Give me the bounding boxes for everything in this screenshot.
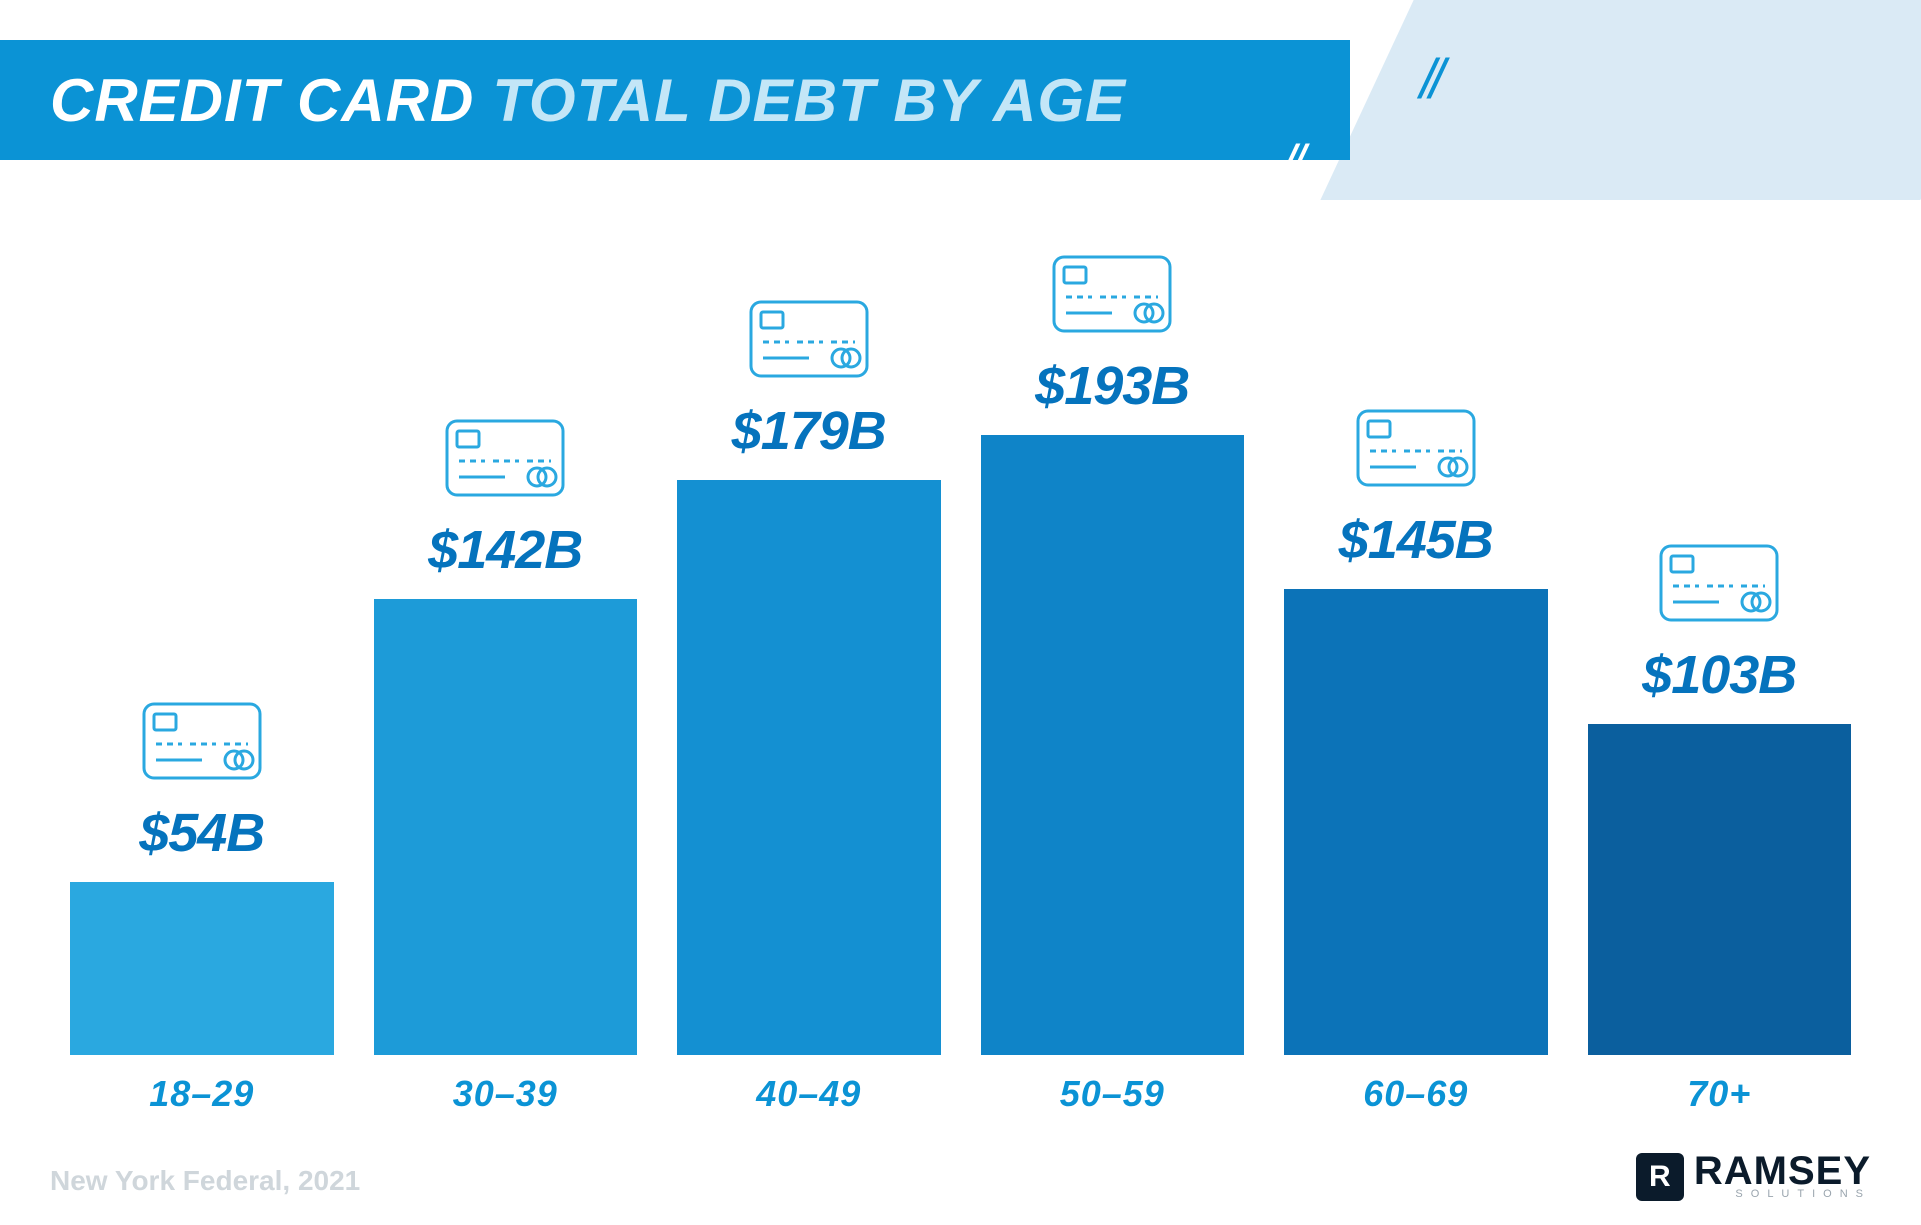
brand-logo: R RAMSEY SOLUTIONS bbox=[1636, 1153, 1871, 1201]
credit-card-icon bbox=[445, 419, 565, 497]
bar bbox=[374, 599, 638, 1055]
bar-value-label: $193B bbox=[1035, 355, 1189, 417]
brand-text: RAMSEY SOLUTIONS bbox=[1694, 1154, 1871, 1199]
bar-value-label: $54B bbox=[139, 802, 264, 864]
title-bold: CREDIT CARD bbox=[50, 66, 474, 135]
credit-card-icon bbox=[749, 300, 869, 378]
bar-value-label: $103B bbox=[1642, 644, 1796, 706]
bar-group: $103B bbox=[1588, 225, 1852, 1055]
category-label: 70+ bbox=[1588, 1073, 1852, 1115]
credit-card-icon bbox=[142, 702, 262, 780]
bar-chart: $54B $142B $179B $19 bbox=[70, 225, 1851, 1055]
corner-accent bbox=[1320, 0, 1921, 200]
source-citation: New York Federal, 2021 bbox=[50, 1165, 360, 1197]
brand-sub: SOLUTIONS bbox=[1694, 1190, 1871, 1199]
bar bbox=[70, 882, 334, 1055]
category-axis: 18–29 30–39 40–49 50–59 60–69 70+ bbox=[70, 1073, 1851, 1115]
category-label: 50–59 bbox=[981, 1073, 1245, 1115]
category-label: 60–69 bbox=[1284, 1073, 1548, 1115]
bar bbox=[1588, 724, 1852, 1055]
bar-group: $193B bbox=[981, 225, 1245, 1055]
bar bbox=[981, 435, 1245, 1055]
bar-group: $145B bbox=[1284, 225, 1548, 1055]
category-label: 18–29 bbox=[70, 1073, 334, 1115]
slash-accent-icon: // bbox=[1420, 46, 1439, 111]
title-bar: CREDIT CARD TOTAL DEBT BY AGE bbox=[0, 40, 1350, 160]
bar-group: $179B bbox=[677, 225, 941, 1055]
title-light: TOTAL DEBT BY AGE bbox=[492, 66, 1126, 135]
bar-group: $142B bbox=[374, 225, 638, 1055]
slash-accent-icon: // bbox=[1280, 132, 1299, 197]
brand-name: RAMSEY bbox=[1694, 1154, 1871, 1188]
credit-card-icon bbox=[1356, 409, 1476, 487]
bar-value-label: $142B bbox=[428, 519, 582, 581]
bar-group: $54B bbox=[70, 225, 334, 1055]
credit-card-icon bbox=[1052, 255, 1172, 333]
bar-value-label: $179B bbox=[732, 400, 886, 462]
bar bbox=[677, 480, 941, 1055]
bar bbox=[1284, 589, 1548, 1055]
bar-value-label: $145B bbox=[1339, 509, 1493, 571]
category-label: 40–49 bbox=[677, 1073, 941, 1115]
category-label: 30–39 bbox=[374, 1073, 638, 1115]
brand-badge-icon: R bbox=[1636, 1153, 1684, 1201]
credit-card-icon bbox=[1659, 544, 1779, 622]
